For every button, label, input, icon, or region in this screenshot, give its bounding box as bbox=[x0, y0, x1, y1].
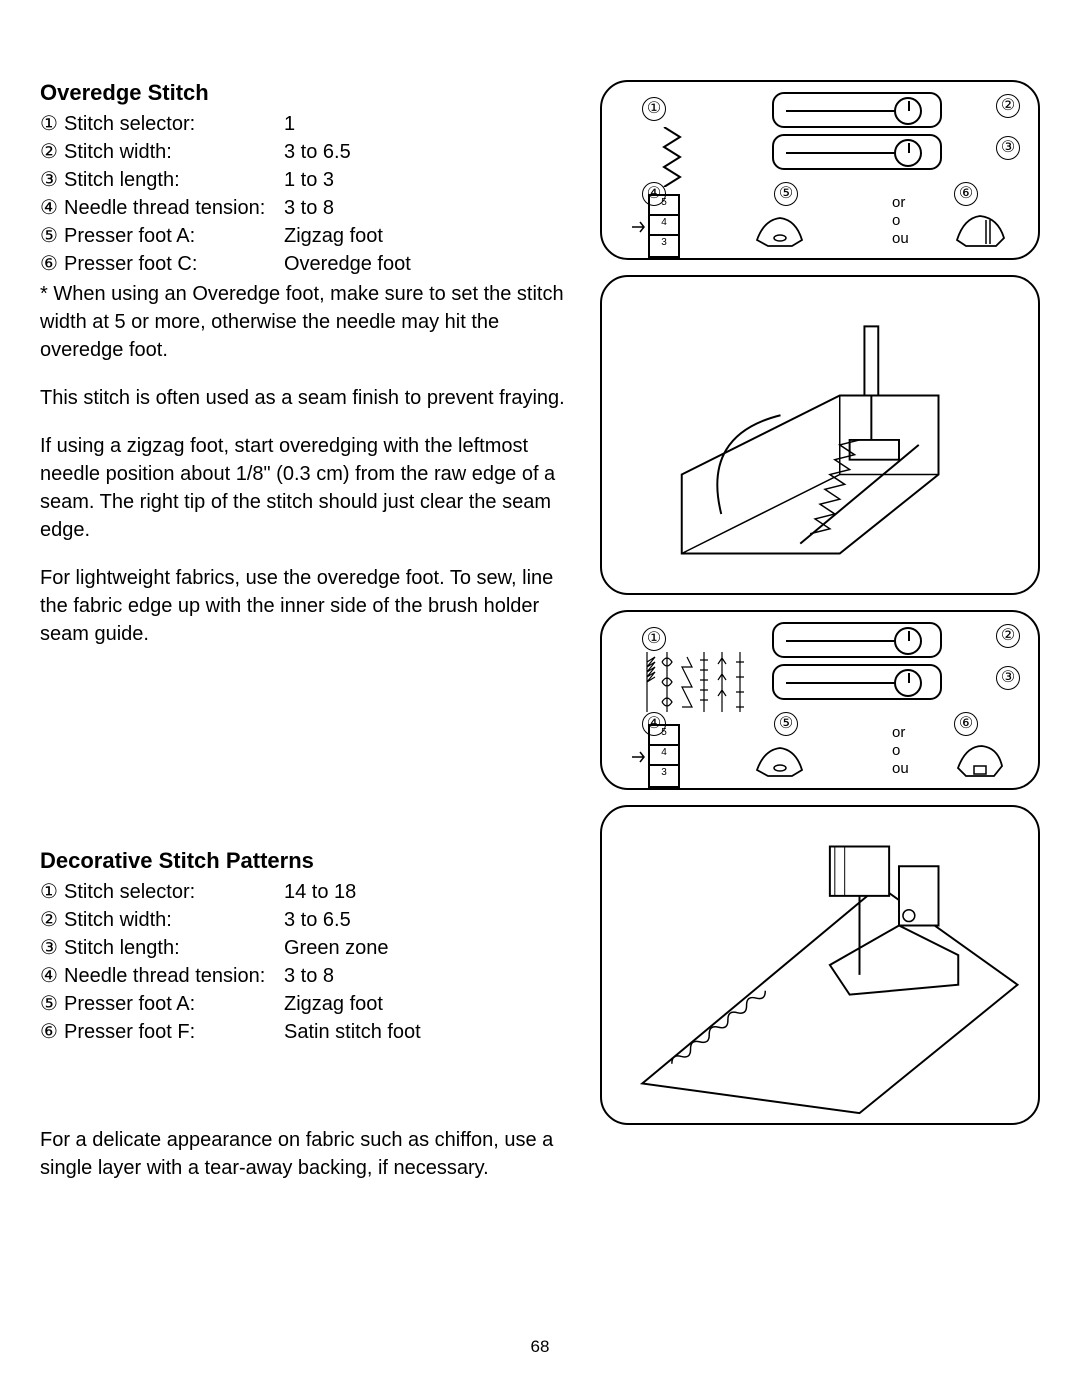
setting-label: Stitch width: bbox=[64, 138, 284, 166]
setting-label: Stitch selector: bbox=[64, 878, 284, 906]
setting-row: ①Stitch selector:14 to 18 bbox=[40, 878, 580, 906]
setting-value: Green zone bbox=[284, 934, 580, 962]
sewing-machine-illustration-icon bbox=[602, 277, 1038, 593]
setting-label: Presser foot C: bbox=[64, 250, 284, 278]
setting-label: Stitch width: bbox=[64, 906, 284, 934]
decorative-p1: For a delicate appearance on fabric such… bbox=[40, 1126, 580, 1182]
overedge-foot-icon bbox=[952, 210, 1008, 252]
label-6-icon: ⑥ bbox=[954, 712, 978, 736]
zigzag-foot-icon bbox=[752, 740, 808, 782]
label-2-icon: ② bbox=[996, 94, 1020, 118]
setting-num: ⑤ bbox=[40, 990, 64, 1018]
setting-num: ④ bbox=[40, 194, 64, 222]
setting-row: ⑤Presser foot A:Zigzag foot bbox=[40, 222, 580, 250]
overedge-p2: If using a zigzag foot, start overedging… bbox=[40, 432, 580, 544]
setting-value: Zigzag foot bbox=[284, 222, 580, 250]
decorative-stitch-samples-icon bbox=[642, 652, 752, 712]
decorative-sewing-illustration-icon bbox=[602, 807, 1038, 1123]
decorative-title: Decorative Stitch Patterns bbox=[40, 848, 580, 874]
setting-num: ① bbox=[40, 878, 64, 906]
setting-row: ④Needle thread tension:3 to 8 bbox=[40, 194, 580, 222]
setting-num: ④ bbox=[40, 962, 64, 990]
label-1-icon: ① bbox=[642, 97, 666, 121]
overedge-settings-list: ①Stitch selector:1 ②Stitch width:3 to 6.… bbox=[40, 110, 580, 278]
setting-row: ⑤Presser foot A:Zigzag foot bbox=[40, 990, 580, 1018]
page-number: 68 bbox=[531, 1337, 550, 1357]
tension-arrow-icon bbox=[632, 750, 648, 764]
setting-label: Presser foot F: bbox=[64, 1018, 284, 1046]
overedge-illustration bbox=[600, 275, 1040, 595]
overedge-note: * When using an Overedge foot, make sure… bbox=[40, 280, 580, 364]
label-5-icon: ⑤ bbox=[774, 182, 798, 206]
decorative-settings-diagram: ① ② ③ ④ 5 4 3 ⑤ bbox=[600, 610, 1040, 790]
overedge-settings-diagram: ① ② ③ ④ 5 4 3 ⑤ or o bbox=[600, 80, 1040, 260]
width-knob-icon bbox=[772, 92, 942, 128]
setting-label: Stitch length: bbox=[64, 166, 284, 194]
setting-label: Presser foot A: bbox=[64, 990, 284, 1018]
setting-row: ②Stitch width:3 to 6.5 bbox=[40, 138, 580, 166]
tension-dial-icon: 5 4 3 bbox=[648, 194, 680, 258]
setting-num: ② bbox=[40, 138, 64, 166]
setting-row: ④Needle thread tension:3 to 8 bbox=[40, 962, 580, 990]
overedge-title: Overedge Stitch bbox=[40, 80, 580, 106]
setting-value: 1 to 3 bbox=[284, 166, 580, 194]
page-content: Overedge Stitch ①Stitch selector:1 ②Stit… bbox=[40, 80, 1040, 1182]
decorative-settings-list: ①Stitch selector:14 to 18 ②Stitch width:… bbox=[40, 878, 580, 1046]
label-2-icon: ② bbox=[996, 624, 1020, 648]
setting-num: ⑥ bbox=[40, 250, 64, 278]
setting-value: 14 to 18 bbox=[284, 878, 580, 906]
length-knob-icon bbox=[772, 664, 942, 700]
width-knob-icon bbox=[772, 622, 942, 658]
setting-value: 3 to 8 bbox=[284, 194, 580, 222]
or-text: or o ou bbox=[892, 724, 909, 778]
setting-value: 3 to 6.5 bbox=[284, 906, 580, 934]
zigzag-foot-icon bbox=[752, 210, 808, 252]
setting-num: ③ bbox=[40, 166, 64, 194]
overedge-p1: This stitch is often used as a seam fini… bbox=[40, 384, 580, 412]
setting-label: Stitch length: bbox=[64, 934, 284, 962]
setting-row: ⑥Presser foot C:Overedge foot bbox=[40, 250, 580, 278]
setting-num: ⑤ bbox=[40, 222, 64, 250]
or-text: or o ou bbox=[892, 194, 909, 248]
left-column: Overedge Stitch ①Stitch selector:1 ②Stit… bbox=[40, 80, 580, 1182]
setting-row: ③Stitch length:Green zone bbox=[40, 934, 580, 962]
setting-num: ② bbox=[40, 906, 64, 934]
setting-value: 3 to 6.5 bbox=[284, 138, 580, 166]
zigzag-stitch-icon bbox=[660, 127, 684, 187]
setting-value: 3 to 8 bbox=[284, 962, 580, 990]
label-1-icon: ① bbox=[642, 627, 666, 651]
setting-value: Zigzag foot bbox=[284, 990, 580, 1018]
setting-num: ③ bbox=[40, 934, 64, 962]
setting-row: ②Stitch width:3 to 6.5 bbox=[40, 906, 580, 934]
setting-label: Presser foot A: bbox=[64, 222, 284, 250]
label-6-icon: ⑥ bbox=[954, 182, 978, 206]
spacer bbox=[40, 648, 580, 848]
setting-value: Overedge foot bbox=[284, 250, 580, 278]
setting-value: Satin stitch foot bbox=[284, 1018, 580, 1046]
tension-dial-icon: 5 4 3 bbox=[648, 724, 680, 788]
setting-num: ⑥ bbox=[40, 1018, 64, 1046]
setting-row: ①Stitch selector:1 bbox=[40, 110, 580, 138]
setting-row: ⑥Presser foot F:Satin stitch foot bbox=[40, 1018, 580, 1046]
length-knob-icon bbox=[772, 134, 942, 170]
setting-label: Stitch selector: bbox=[64, 110, 284, 138]
setting-num: ① bbox=[40, 110, 64, 138]
setting-value: 1 bbox=[284, 110, 580, 138]
setting-label: Needle thread tension: bbox=[64, 194, 284, 222]
tension-arrow-icon bbox=[632, 220, 648, 234]
decorative-illustration bbox=[600, 805, 1040, 1125]
label-3-icon: ③ bbox=[996, 666, 1020, 690]
satin-stitch-foot-icon bbox=[952, 740, 1008, 782]
overedge-p3: For lightweight fabrics, use the overedg… bbox=[40, 564, 580, 648]
setting-label: Needle thread tension: bbox=[64, 962, 284, 990]
label-5-icon: ⑤ bbox=[774, 712, 798, 736]
label-3-icon: ③ bbox=[996, 136, 1020, 160]
setting-row: ③Stitch length:1 to 3 bbox=[40, 166, 580, 194]
right-column: ① ② ③ ④ 5 4 3 ⑤ or o bbox=[600, 80, 1040, 1182]
